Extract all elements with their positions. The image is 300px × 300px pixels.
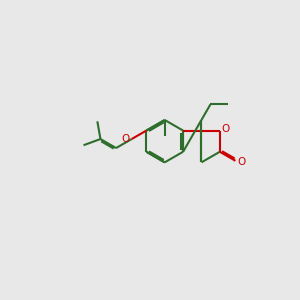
Text: O: O <box>122 134 130 144</box>
Text: O: O <box>222 124 230 134</box>
Text: O: O <box>237 157 245 167</box>
